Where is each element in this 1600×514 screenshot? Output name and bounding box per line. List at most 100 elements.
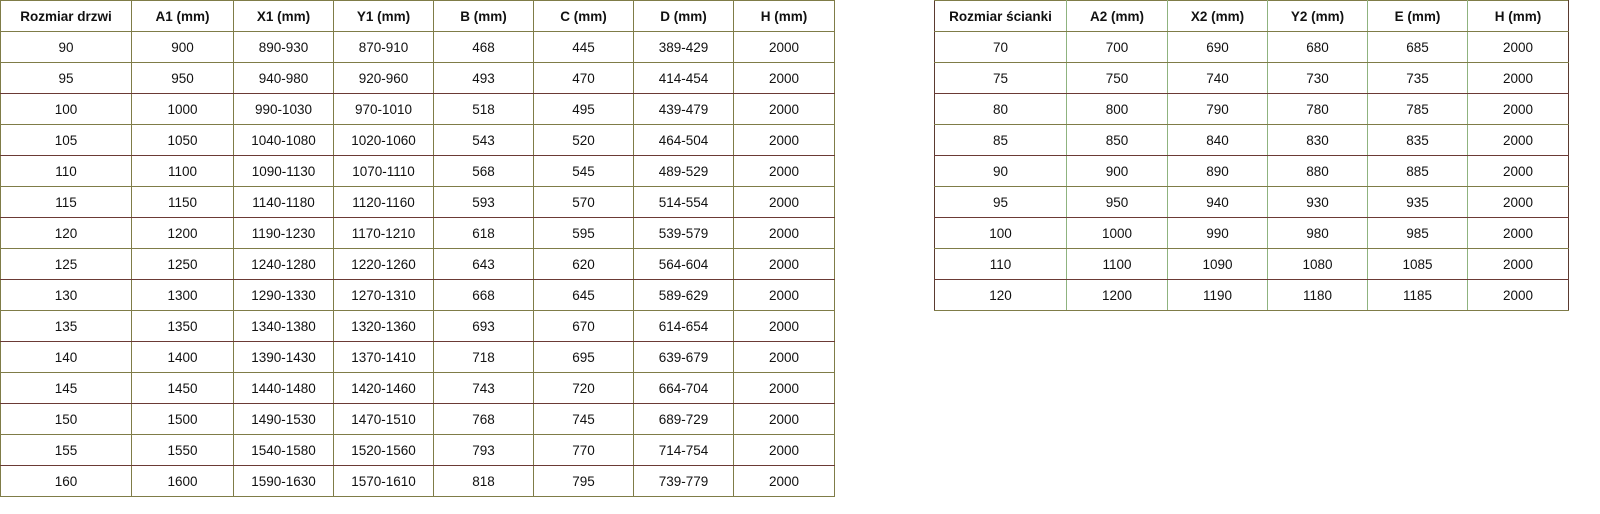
table-cell: 800 [1066,93,1168,125]
table-cell: 739-779 [633,465,734,497]
table-cell: 595 [533,217,634,249]
table-cell: 110 [0,155,132,187]
table-cell: 735 [1367,62,1468,94]
table-cell: 2000 [1467,279,1569,311]
table-cell: 1550 [131,434,234,466]
table-cell: 439-479 [633,93,734,125]
table-cell: 890 [1167,155,1268,187]
table-cell: 464-504 [633,124,734,156]
table-cell: 1520-1560 [333,434,434,466]
table-cell: 1000 [131,93,234,125]
table-cell: 870-910 [333,31,434,63]
table-cell: 1200 [131,217,234,249]
table-cell: 2000 [1467,31,1569,63]
table-cell: 518 [433,93,534,125]
table-cell: 1300 [131,279,234,311]
table-cell: 100 [0,93,132,125]
table-cell: 1190 [1167,279,1268,311]
table-cell: 2000 [733,341,835,373]
table-cell: 900 [131,31,234,63]
table-cell: 795 [533,465,634,497]
table-cell: 840 [1167,124,1268,156]
table-cell: 1070-1110 [333,155,434,187]
table-row: 90 900 890 880 885 2000 [934,155,1569,187]
table-cell: 1350 [131,310,234,342]
table-cell: 730 [1267,62,1368,94]
table-cell: 2000 [733,248,835,280]
table-row: 100 1000 990 980 985 2000 [934,217,1569,249]
column-header: A1 (mm) [131,0,234,32]
column-header: D (mm) [633,0,734,32]
table-cell: 2000 [733,186,835,218]
table-cell: 1250 [131,248,234,280]
wall-size-table: Rozmiar ścianki A2 (mm) X2 (mm) Y2 (mm) E (m… [934,0,1569,311]
table-cell: 680 [1267,31,1368,63]
table-cell: 539-579 [633,217,734,249]
table-row: 120 1200 1190 1180 1185 2000 [934,279,1569,311]
table-cell: 570 [533,186,634,218]
table-cell: 790 [1167,93,1268,125]
table-cell: 2000 [1467,248,1569,280]
column-header: Rozmiar ścianki [934,0,1067,32]
table-cell: 750 [1066,62,1168,94]
table-row: 75 750 740 730 735 2000 [934,62,1569,94]
table-cell: 900 [1066,155,1168,187]
table-cell: 1570-1610 [333,465,434,497]
table-cell: 2000 [1467,217,1569,249]
table-cell: 2000 [733,62,835,94]
table-row: 130 1300 1290-1330 1270-1310 668 645 589-629 20… [0,279,835,311]
table-cell: 743 [433,372,534,404]
table-cell: 445 [533,31,634,63]
table-row: 85 850 840 830 835 2000 [934,124,1569,156]
table-cell: 1220-1260 [333,248,434,280]
table-cell: 920-960 [333,62,434,94]
table-cell: 930 [1267,186,1368,218]
table-cell: 2000 [1467,124,1569,156]
table-cell: 668 [433,279,534,311]
header-row: Rozmiar drzwi A1 (mm) X1 (mm) Y1 (mm) B (mm)… [0,0,835,32]
table-cell: 495 [533,93,634,125]
table-cell: 90 [934,155,1067,187]
table-cell: 80 [934,93,1067,125]
table-cell: 2000 [1467,186,1569,218]
table-cell: 1490-1530 [233,403,334,435]
table-cell: 1540-1580 [233,434,334,466]
table-cell: 950 [1066,186,1168,218]
table-cell: 1290-1330 [233,279,334,311]
table-cell: 850 [1066,124,1168,156]
table-cell: 120 [934,279,1067,311]
table-cell: 793 [433,434,534,466]
table-cell: 780 [1267,93,1368,125]
table-cell: 940-980 [233,62,334,94]
table-cell: 970-1010 [333,93,434,125]
table-cell: 1000 [1066,217,1168,249]
table-cell: 700 [1066,31,1168,63]
table-row: 120 1200 1190-1230 1170-1210 618 595 539-579 20… [0,217,835,249]
table-cell: 2000 [1467,93,1569,125]
table-cell: 693 [433,310,534,342]
table-cell: 2000 [733,279,835,311]
column-header: C (mm) [533,0,634,32]
table-cell: 1500 [131,403,234,435]
table-cell: 120 [0,217,132,249]
column-header: Y1 (mm) [333,0,434,32]
table-cell: 990 [1167,217,1268,249]
table-row: 125 1250 1240-1280 1220-1260 643 620 564-604 20… [0,248,835,280]
table-cell: 414-454 [633,62,734,94]
table-cell: 2000 [733,310,835,342]
table-cell: 1080 [1267,248,1368,280]
header-row: Rozmiar ścianki A2 (mm) X2 (mm) Y2 (mm) E (m… [934,0,1569,32]
table-cell: 639-679 [633,341,734,373]
table-cell: 135 [0,310,132,342]
table-row: 160 1600 1590-1630 1570-1610 818 795 739-779 20… [0,465,835,497]
table-row: 80 800 790 780 785 2000 [934,93,1569,125]
table-cell: 1390-1430 [233,341,334,373]
table-cell: 718 [433,341,534,373]
table-cell: 770 [533,434,634,466]
table-cell: 1340-1380 [233,310,334,342]
table-cell: 520 [533,124,634,156]
table-cell: 1040-1080 [233,124,334,156]
table-row: 95 950 940-980 920-960 493 470 414-454 2000 [0,62,835,94]
table-cell: 990-1030 [233,93,334,125]
table-cell: 100 [934,217,1067,249]
